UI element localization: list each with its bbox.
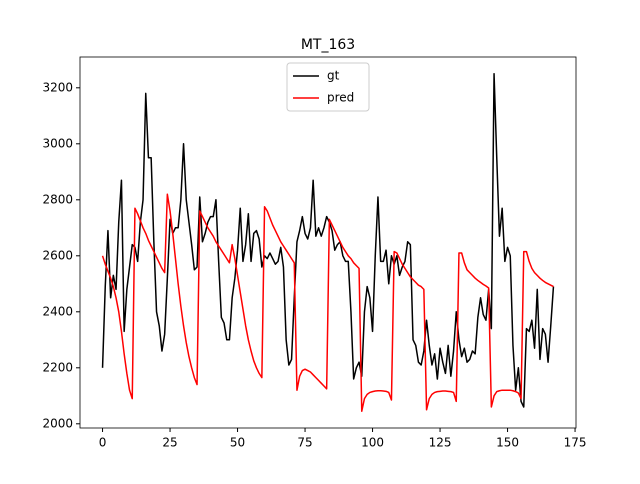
x-tick-label: 50 — [230, 436, 245, 450]
y-tick-label: 3000 — [42, 136, 73, 150]
axes-frame — [79, 56, 577, 429]
y-tick-label: 3200 — [42, 80, 73, 94]
x-tick-label: 25 — [162, 436, 177, 450]
x-tick-label: 150 — [496, 436, 519, 450]
y-tick-label: 2200 — [42, 360, 73, 374]
y-tick-label: 2800 — [42, 192, 73, 206]
x-tick-label: 100 — [361, 436, 384, 450]
chart-title: MT_163 — [301, 37, 355, 53]
legend-label: gt — [327, 69, 340, 83]
x-tick-label: 125 — [429, 436, 452, 450]
x-tick-label: 0 — [99, 436, 107, 450]
legend-box — [286, 62, 370, 112]
series-line — [101, 193, 554, 412]
y-tick-label: 2600 — [42, 248, 73, 262]
y-tick-label: 2000 — [42, 416, 73, 430]
x-tick-label: 175 — [564, 436, 587, 450]
x-tick-label: 75 — [297, 436, 312, 450]
y-tick-label: 2400 — [42, 304, 73, 318]
series-line — [101, 73, 555, 408]
legend-label: pred — [327, 91, 354, 105]
